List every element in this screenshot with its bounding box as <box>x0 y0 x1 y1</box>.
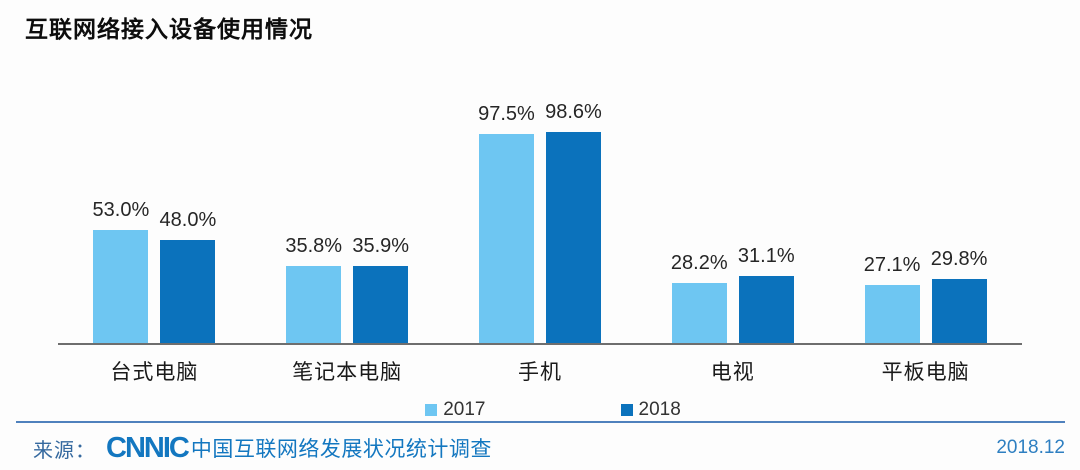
bar-2018: 35.9% <box>352 235 409 343</box>
report-date: 2018.12 <box>996 437 1065 458</box>
value-label: 28.2% <box>670 252 728 274</box>
bar-2018: 29.8% <box>931 248 987 343</box>
category-group: 35.8% 35.9% 笔记本电脑 <box>251 93 444 384</box>
cnnic-logo: CNNIC <box>106 431 190 464</box>
value-label: 29.8% <box>930 248 988 270</box>
bar-2018: 98.6% <box>545 101 602 343</box>
category-label: 笔记本电脑 <box>292 361 403 384</box>
bar-2018: 48.0% <box>160 209 216 343</box>
value-label: 98.6% <box>545 101 602 123</box>
source-label: 来源： <box>33 439 96 462</box>
value-label: 97.5% <box>478 103 535 125</box>
bar-2017: 97.5% <box>478 103 535 343</box>
footer-separator <box>16 421 1065 423</box>
bar-2017: 27.1% <box>864 254 920 343</box>
category-group: 97.5% 98.6% 手机 <box>444 93 637 384</box>
value-label: 53.0% <box>92 199 150 221</box>
value-label: 31.1% <box>737 245 795 267</box>
legend-item-2018: 2018 <box>620 399 681 421</box>
legend-item-2017: 2017 <box>425 399 486 421</box>
category-label: 电视 <box>710 361 755 384</box>
legend-swatch-2017 <box>425 404 438 416</box>
category-label: 台式电脑 <box>110 361 199 384</box>
source-text: 中国互联网络发展状况统计调查 <box>190 438 492 461</box>
value-label: 35.9% <box>352 235 410 257</box>
category-group: 28.2% 31.1% 电视 <box>636 93 829 384</box>
bar-2017: 53.0% <box>93 199 149 343</box>
category-label: 手机 <box>517 361 562 384</box>
chart-legend: 2017 2018 <box>13 399 1080 421</box>
category-group: 53.0% 48.0% 台式电脑 <box>58 93 251 384</box>
chart-area: 53.0% 48.0% 台式电脑 35.8% 35.9% 笔记本电脑 97.5% 98.6% 手… <box>58 93 1022 384</box>
value-label: 48.0% <box>159 209 217 231</box>
bar-2017: 28.2% <box>671 252 728 343</box>
value-label: 27.1% <box>863 254 921 276</box>
footer-source: 来源： CNNIC 中国互联网络发展状况统计调查 <box>33 433 492 463</box>
legend-swatch-2018 <box>620 404 633 416</box>
legend-label-2017: 2017 <box>443 399 486 420</box>
category-group: 27.1% 29.8% 平板电脑 <box>829 93 1022 384</box>
value-label: 35.8% <box>285 235 343 257</box>
bar-2017: 35.8% <box>285 235 342 343</box>
chart-title: 互联网络接入设备使用情况 <box>25 16 313 42</box>
legend-label-2018: 2018 <box>638 399 681 420</box>
bar-2018: 31.1% <box>738 245 795 343</box>
category-label: 平板电脑 <box>881 361 970 384</box>
